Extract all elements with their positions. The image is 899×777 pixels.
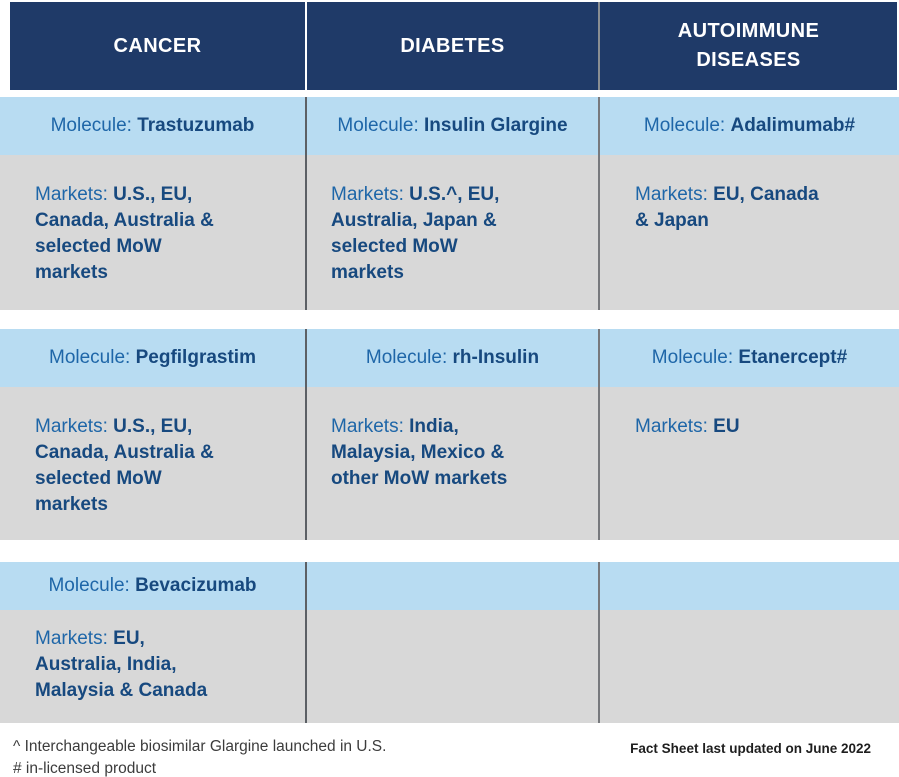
column-header-diabetes-label: DIABETES xyxy=(400,34,505,57)
molecule-label: Molecule: xyxy=(48,575,130,596)
molecule-label: Molecule: xyxy=(50,115,132,136)
column-header-cancer: CANCER xyxy=(10,2,305,90)
molecule-label: Molecule: xyxy=(337,115,419,136)
empty-markets-cell xyxy=(305,610,598,723)
molecule-cell-rh-insulin: Molecule: rh-Insulin xyxy=(305,329,598,387)
footnote-interchangeable: ^ Interchangeable biosimilar Glargine la… xyxy=(13,738,387,755)
markets-label: Markets: xyxy=(331,416,404,437)
markets-text: Markets: U.S., EU, Canada, Australia & s… xyxy=(35,182,291,286)
row-group-2: Molecule: Pegfilgrastim Molecule: rh-Ins… xyxy=(0,329,899,540)
molecule-cell-etanercept: Molecule: Etanercept# xyxy=(598,329,899,387)
molecule-text: Molecule: Bevacizumab xyxy=(48,573,256,599)
empty-molecule-cell xyxy=(598,562,899,610)
markets-label: Markets: xyxy=(635,416,708,437)
footnote-in-licensed: # in-licensed product xyxy=(13,759,157,777)
markets-label: Markets: xyxy=(331,184,404,205)
markets-text: Markets: EU, Australia, India, Malaysia … xyxy=(35,626,291,704)
markets-value: U.S., EU, Canada, Australia & selected M… xyxy=(35,184,214,283)
markets-text: Markets: U.S., EU, Canada, Australia & s… xyxy=(35,414,291,518)
molecule-name: Trastuzumab xyxy=(137,115,255,136)
molecule-label: Molecule: xyxy=(651,347,734,368)
molecule-label: Molecule: xyxy=(365,347,448,368)
markets-text: Markets: EU, Canada & Japan xyxy=(635,182,885,234)
molecule-name: Etanercept# xyxy=(738,347,848,368)
molecule-text: Molecule: rh-Insulin xyxy=(366,345,539,371)
markets-label: Markets: xyxy=(635,184,708,205)
markets-value: U.S.^, EU, Australia, Japan & selected M… xyxy=(331,184,500,283)
markets-text: Markets: EU xyxy=(635,414,885,440)
column-header-autoimmune-label: AUTOIMMUNE DISEASES xyxy=(677,20,820,71)
molecule-name: Adalimumab# xyxy=(730,115,856,136)
markets-value: India, Malaysia, Mexico & other MoW mark… xyxy=(331,416,508,489)
markets-cell-pegfilgrastim: Markets: U.S., EU, Canada, Australia & s… xyxy=(0,387,305,540)
markets-cell-etanercept: Markets: EU xyxy=(598,387,899,540)
molecule-label: Molecule: xyxy=(49,347,131,368)
molecule-cell-insulin-glargine: Molecule: Insulin Glargine xyxy=(305,97,598,155)
column-header-diabetes: DIABETES xyxy=(305,2,598,90)
molecule-name: Bevacizumab xyxy=(135,575,257,596)
markets-cell-insulin-glargine: Markets: U.S.^, EU, Australia, Japan & s… xyxy=(305,155,598,310)
row-group-3: Molecule: Bevacizumab Markets: EU, Austr… xyxy=(0,562,899,723)
markets-value: U.S., EU, Canada, Australia & selected M… xyxy=(35,416,214,515)
markets-value: EU, Australia, India, Malaysia & Canada xyxy=(35,628,208,701)
molecule-text: Molecule: Insulin Glargine xyxy=(337,113,567,139)
molecule-text: Molecule: Trastuzumab xyxy=(51,113,255,139)
markets-label: Markets: xyxy=(35,184,108,205)
footnotes: ^ Interchangeable biosimilar Glargine la… xyxy=(13,736,386,777)
footer: ^ Interchangeable biosimilar Glargine la… xyxy=(0,723,899,777)
molecule-cell-adalimumab: Molecule: Adalimumab# xyxy=(598,97,899,155)
molecule-text: Molecule: Adalimumab# xyxy=(644,113,855,139)
molecule-text: Molecule: Pegfilgrastim xyxy=(49,345,256,371)
column-header-cancer-label: CANCER xyxy=(113,34,202,57)
molecule-cell-bevacizumab: Molecule: Bevacizumab xyxy=(0,562,305,610)
column-header-autoimmune-diseases: AUTOIMMUNE DISEASES xyxy=(598,2,897,90)
markets-text: Markets: India, Malaysia, Mexico & other… xyxy=(331,414,584,492)
markets-cell-trastuzumab: Markets: U.S., EU, Canada, Australia & s… xyxy=(0,155,305,310)
molecule-cell-pegfilgrastim: Molecule: Pegfilgrastim xyxy=(0,329,305,387)
molecule-name: rh-Insulin xyxy=(452,347,540,368)
markets-cell-adalimumab: Markets: EU, Canada & Japan xyxy=(598,155,899,310)
empty-markets-cell xyxy=(598,610,899,723)
markets-label: Markets: xyxy=(35,628,108,649)
molecule-name: Insulin Glargine xyxy=(424,115,568,136)
empty-molecule-cell xyxy=(305,562,598,610)
molecule-label: Molecule: xyxy=(643,115,726,136)
fact-sheet-updated-label: Fact Sheet last updated on June 2022 xyxy=(630,741,871,756)
markets-value: EU, Canada & Japan xyxy=(635,184,819,231)
markets-value: EU xyxy=(713,416,740,437)
markets-cell-rh-insulin: Markets: India, Malaysia, Mexico & other… xyxy=(305,387,598,540)
molecule-text: Molecule: Etanercept# xyxy=(652,345,847,371)
molecule-name: Pegfilgrastim xyxy=(135,347,256,368)
markets-text: Markets: U.S.^, EU, Australia, Japan & s… xyxy=(331,182,584,286)
markets-label: Markets: xyxy=(35,416,108,437)
table-header: CANCER DIABETES AUTOIMMUNE DISEASES xyxy=(10,2,897,90)
molecule-cell-trastuzumab: Molecule: Trastuzumab xyxy=(0,97,305,155)
row-group-1: Molecule: Trastuzumab Molecule: Insulin … xyxy=(0,97,899,310)
markets-cell-bevacizumab: Markets: EU, Australia, India, Malaysia … xyxy=(0,610,305,723)
